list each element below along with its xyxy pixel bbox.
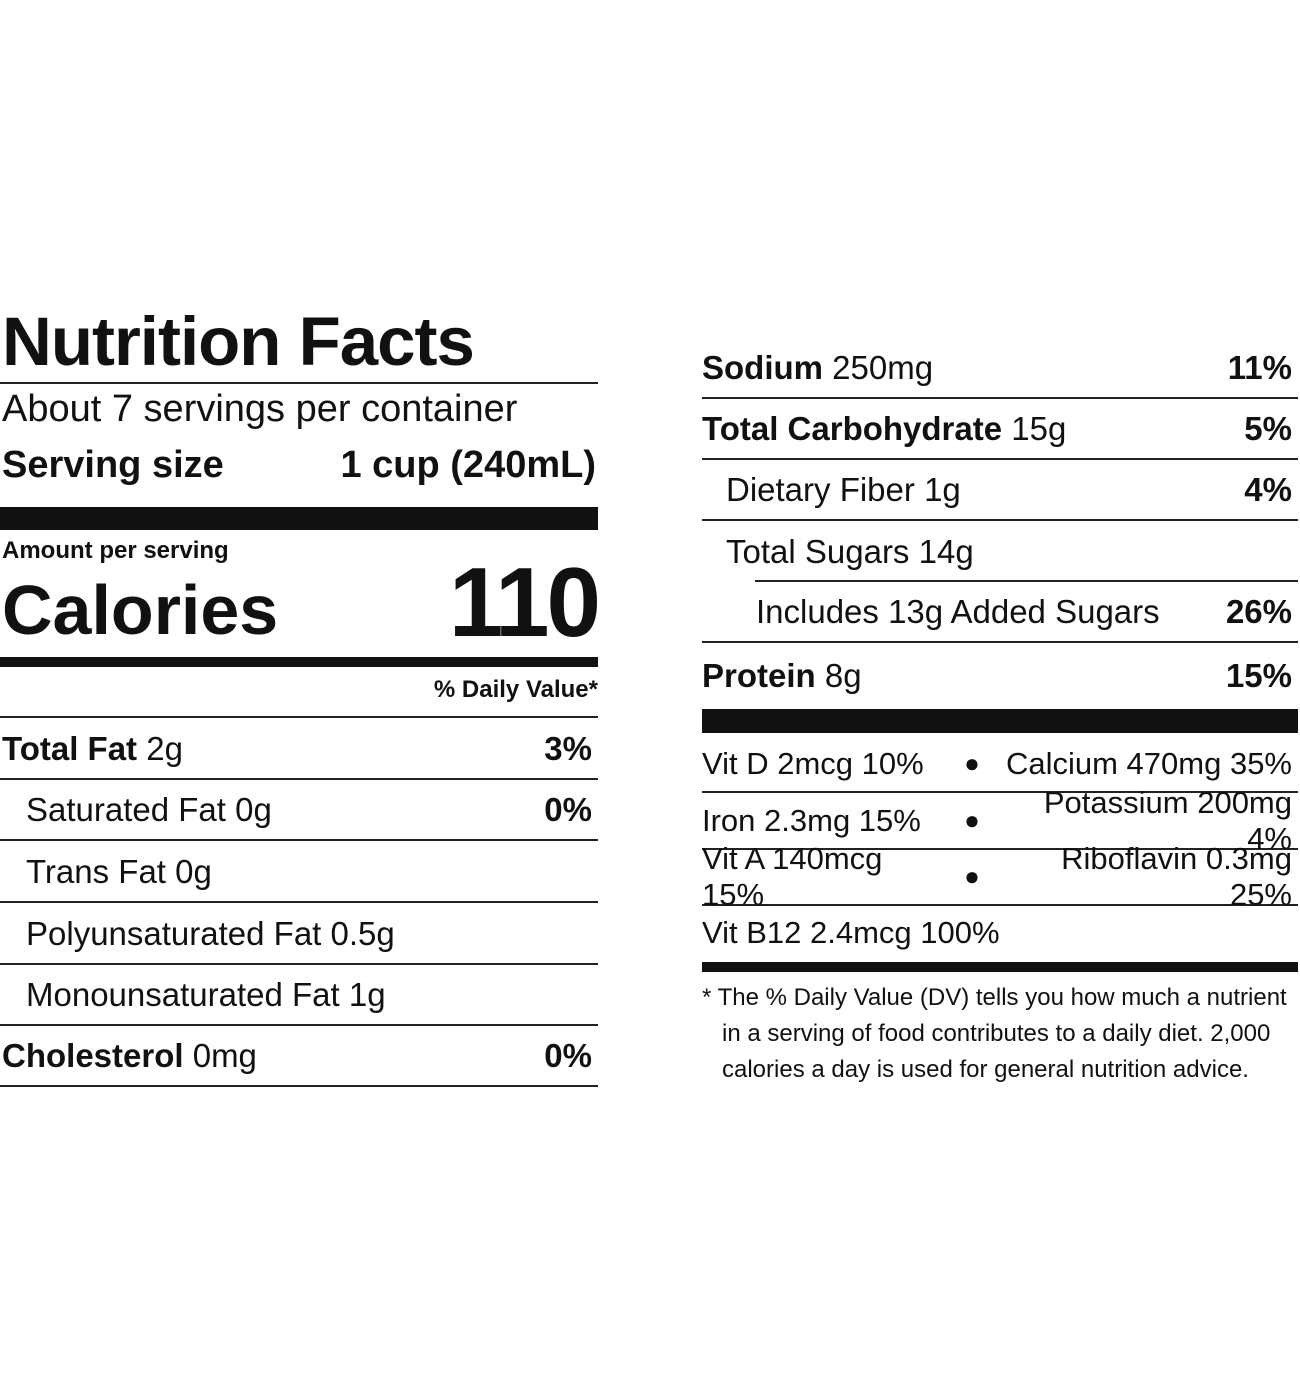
nutrient-row: Polyunsaturated Fat 0.5g xyxy=(0,904,598,965)
nutrient-amount: 14g xyxy=(918,532,974,570)
nutrient-row: Saturated Fat 0g 0% xyxy=(0,780,598,841)
nutrient-row: Dietary Fiber 1g 4% xyxy=(702,460,1298,521)
footnote: * The % Daily Value (DV) tells you how m… xyxy=(702,984,1287,1083)
bullet: ● xyxy=(964,748,980,778)
nutrient-amount: 1g xyxy=(924,470,961,508)
nutrient-amount: 8g xyxy=(824,657,862,694)
servings: About 7 servings per container xyxy=(2,388,518,430)
nutrient-row: Total Sugars 14g xyxy=(726,522,974,581)
nutrient-dv: 0% xyxy=(544,1036,592,1074)
vitamin-row: Vit B12 2.4mcg 100% xyxy=(702,906,1000,960)
nutrient-name: Cholesterol xyxy=(2,1036,184,1074)
vitamin-left: Vit D 2mcg 10% xyxy=(702,745,924,781)
nutrient-dv: 0% xyxy=(544,790,592,828)
thick-bar xyxy=(0,507,598,530)
nutrient-dv: 11% xyxy=(1227,348,1292,386)
bullet: ● xyxy=(964,861,980,891)
nutrient-name: Total Fat xyxy=(2,729,138,767)
nutrient-dv: 26% xyxy=(1225,592,1292,630)
nutrient-amount: 0mg xyxy=(192,1036,257,1074)
nutrient-amount: 0.5g xyxy=(330,914,395,952)
serving-size-label: Serving size xyxy=(2,444,224,486)
divider xyxy=(755,580,1298,582)
nutrient-amount: 250mg xyxy=(832,348,934,386)
nutrient-dv: 3% xyxy=(544,729,592,767)
vitamin-left: Iron 2.3mg 15% xyxy=(702,802,921,838)
nutrient-name: Protein xyxy=(702,657,816,694)
nutrient-amount: 2g xyxy=(146,729,183,767)
vitamin-right: Potassium 200mg 4% xyxy=(1043,784,1292,856)
nutrient-row: Monounsaturated Fat 1g xyxy=(0,965,598,1026)
nutrient-dv: 15% xyxy=(1225,657,1292,694)
calories-value: 110 xyxy=(448,547,601,657)
vitamin-right: Riboflavin 0.3mg 25% xyxy=(1061,840,1292,912)
amount-per-serving: Amount per serving xyxy=(2,537,229,564)
nutrient-name: Monounsaturated Fat xyxy=(26,975,340,1013)
nutrient-row: Cholesterol 0mg 0% xyxy=(0,1026,598,1087)
vitamin-left: Vit B12 2.4mcg 100% xyxy=(702,915,1000,950)
bullet: ● xyxy=(964,805,980,835)
nutrient-row: Includes 13g Added Sugars 26% xyxy=(702,582,1298,643)
nutrient-name: Sodium xyxy=(702,348,823,386)
serving-size: Serving size 1 cup (240mL) xyxy=(2,444,596,487)
nutrient-row: Total Carbohydrate 15g 5% xyxy=(702,399,1298,460)
dv-header: % Daily Value* xyxy=(433,676,598,703)
vitamin-left: Vit A 140mcg 15% xyxy=(702,840,883,912)
nutrient-amount: 15g xyxy=(1011,409,1067,447)
nutrient-name: Polyunsaturated Fat xyxy=(26,914,322,952)
nutrient-row: Sodium 250mg 11% xyxy=(702,338,1298,399)
divider xyxy=(0,716,598,718)
nutrient-name: Trans Fat xyxy=(26,852,166,890)
serving-size-value: 1 cup (240mL) xyxy=(340,444,596,486)
thick-bar xyxy=(702,709,1298,733)
nutrient-name: Includes 13g Added Sugars xyxy=(756,592,1160,630)
nutrient-amount: 0g xyxy=(175,852,212,890)
divider xyxy=(0,382,598,384)
nutrient-name: Total Sugars xyxy=(726,532,910,570)
vitamin-row: Iron 2.3mg 15% ● Potassium 200mg 4% xyxy=(702,785,1298,856)
nutrient-name: Total Carbohydrate xyxy=(702,409,1003,447)
vitamin-right: Calcium 470mg 35% xyxy=(1005,745,1292,781)
nutrient-row: Trans Fat 0g xyxy=(0,842,598,903)
medium-bar xyxy=(702,962,1298,972)
nutrient-row: Protein 8g 15% xyxy=(702,645,1298,707)
nutrient-amount: 1g xyxy=(348,975,386,1013)
medium-bar xyxy=(0,657,598,667)
nutrient-dv: 4% xyxy=(1244,470,1292,508)
vitamin-row: Vit A 140mcg 15% ● Riboflavin 0.3mg 25% xyxy=(702,841,1298,912)
nutrient-name: Saturated Fat xyxy=(26,790,226,828)
nutrient-name: Dietary Fiber xyxy=(726,470,915,508)
nutrient-amount: 0g xyxy=(235,790,272,828)
calories-label: Calories xyxy=(2,571,279,649)
vitamin-row: Vit D 2mcg 10% ● Calcium 470mg 35% xyxy=(702,736,1298,793)
nutrient-dv: 5% xyxy=(1244,409,1292,447)
nutrient-row: Total Fat 2g 3% xyxy=(0,719,598,780)
title: Nutrition Facts xyxy=(2,303,475,380)
